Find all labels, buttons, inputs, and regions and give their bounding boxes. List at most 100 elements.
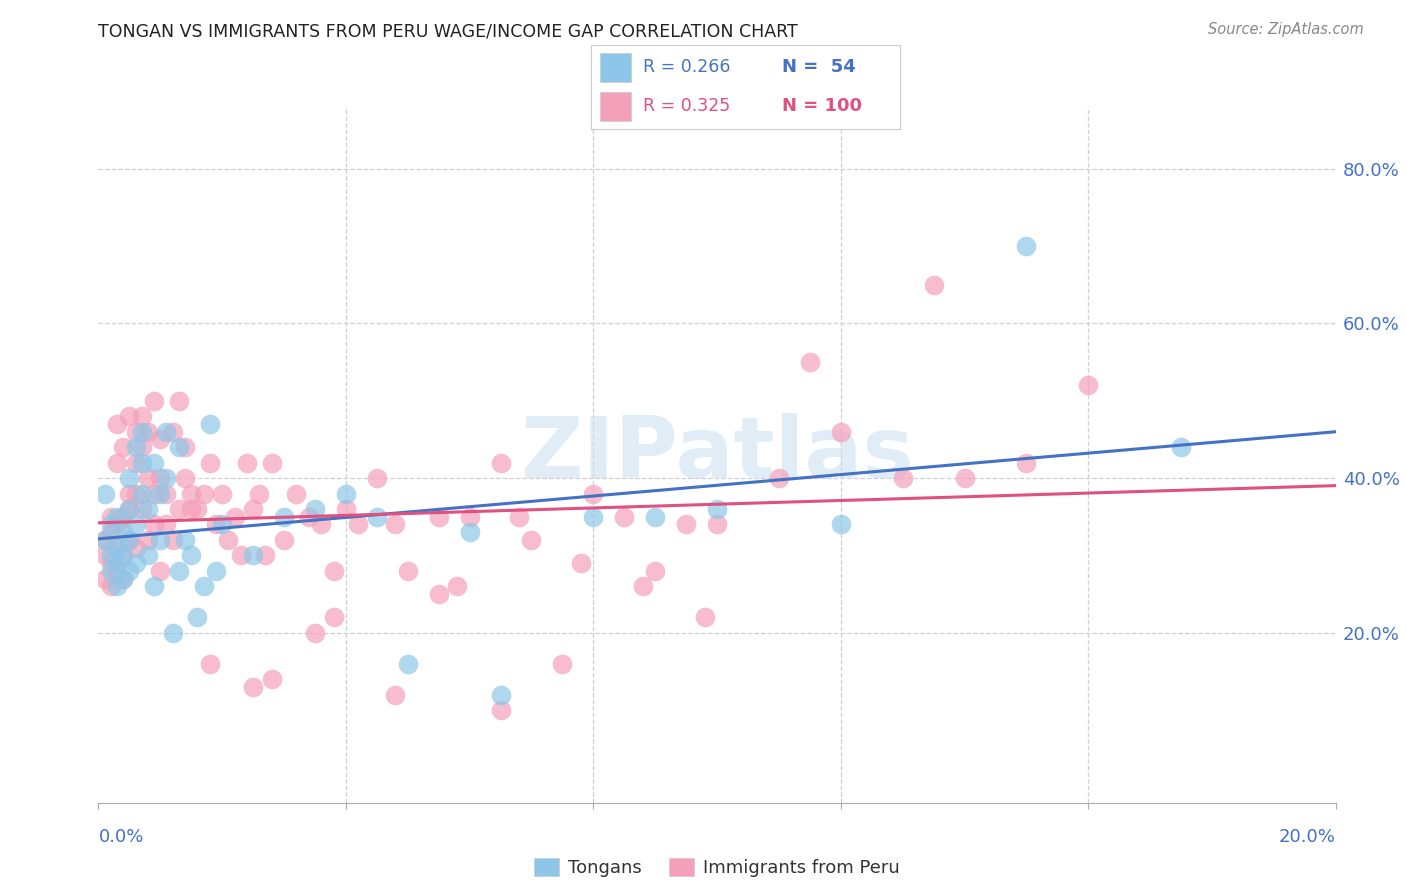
- Point: [458, 525, 481, 540]
- Point: [304, 625, 326, 640]
- Point: [508, 509, 530, 524]
- Point: [427, 509, 450, 524]
- Point: [112, 549, 135, 563]
- Point: [520, 533, 543, 547]
- Point: [693, 610, 716, 624]
- Point: [155, 471, 177, 485]
- Point: [124, 456, 146, 470]
- Point: [768, 471, 790, 485]
- Point: [155, 517, 177, 532]
- Point: [162, 625, 184, 640]
- Point: [186, 610, 208, 624]
- Point: [131, 456, 153, 470]
- Point: [100, 525, 122, 540]
- Point: [105, 541, 128, 555]
- Point: [180, 502, 202, 516]
- Point: [100, 579, 122, 593]
- Point: [143, 579, 166, 593]
- Point: [136, 471, 159, 485]
- Point: [149, 533, 172, 547]
- Point: [93, 533, 115, 547]
- Point: [366, 471, 388, 485]
- Point: [112, 440, 135, 454]
- Point: [112, 509, 135, 524]
- Point: [105, 556, 128, 570]
- Point: [131, 502, 153, 516]
- Point: [706, 502, 728, 516]
- Point: [136, 533, 159, 547]
- Point: [396, 657, 419, 671]
- Point: [384, 688, 406, 702]
- Point: [131, 425, 153, 439]
- Point: [149, 486, 172, 500]
- Point: [118, 502, 141, 516]
- Point: [100, 517, 122, 532]
- Point: [180, 549, 202, 563]
- Point: [131, 409, 153, 424]
- Point: [427, 587, 450, 601]
- Point: [1170, 440, 1192, 454]
- Point: [105, 456, 128, 470]
- Point: [167, 440, 190, 454]
- Point: [143, 456, 166, 470]
- Point: [124, 517, 146, 532]
- Point: [131, 486, 153, 500]
- Point: [167, 502, 190, 516]
- Text: N =  54: N = 54: [782, 59, 856, 77]
- Legend: Tongans, Immigrants from Peru: Tongans, Immigrants from Peru: [527, 851, 907, 884]
- Point: [118, 409, 141, 424]
- Point: [273, 533, 295, 547]
- FancyBboxPatch shape: [600, 54, 631, 82]
- Point: [260, 672, 283, 686]
- Point: [366, 509, 388, 524]
- Point: [309, 517, 332, 532]
- Point: [242, 680, 264, 694]
- Point: [93, 533, 115, 547]
- Point: [100, 509, 122, 524]
- Point: [198, 456, 221, 470]
- Point: [193, 579, 215, 593]
- Point: [143, 517, 166, 532]
- Point: [224, 509, 246, 524]
- Point: [891, 471, 914, 485]
- Point: [198, 417, 221, 431]
- Point: [174, 440, 197, 454]
- Point: [112, 572, 135, 586]
- Point: [180, 486, 202, 500]
- Point: [93, 486, 115, 500]
- Point: [569, 556, 592, 570]
- Point: [112, 525, 135, 540]
- Point: [167, 564, 190, 578]
- Point: [830, 517, 852, 532]
- Point: [124, 556, 146, 570]
- Point: [1015, 456, 1038, 470]
- Point: [136, 502, 159, 516]
- Point: [1077, 378, 1099, 392]
- Point: [396, 564, 419, 578]
- Point: [174, 533, 197, 547]
- Point: [118, 471, 141, 485]
- Point: [304, 502, 326, 516]
- Point: [631, 579, 654, 593]
- Point: [100, 564, 122, 578]
- Point: [335, 502, 357, 516]
- Point: [217, 533, 239, 547]
- Point: [118, 533, 141, 547]
- Text: N = 100: N = 100: [782, 97, 862, 115]
- Point: [118, 502, 141, 516]
- Point: [149, 471, 172, 485]
- FancyBboxPatch shape: [600, 92, 631, 120]
- Point: [131, 440, 153, 454]
- Point: [322, 610, 344, 624]
- Point: [174, 471, 197, 485]
- Point: [105, 517, 128, 532]
- Point: [105, 541, 128, 555]
- Point: [489, 456, 512, 470]
- Point: [347, 517, 370, 532]
- Point: [149, 564, 172, 578]
- Point: [93, 549, 115, 563]
- Point: [167, 393, 190, 408]
- Point: [155, 425, 177, 439]
- Point: [322, 564, 344, 578]
- Point: [100, 549, 122, 563]
